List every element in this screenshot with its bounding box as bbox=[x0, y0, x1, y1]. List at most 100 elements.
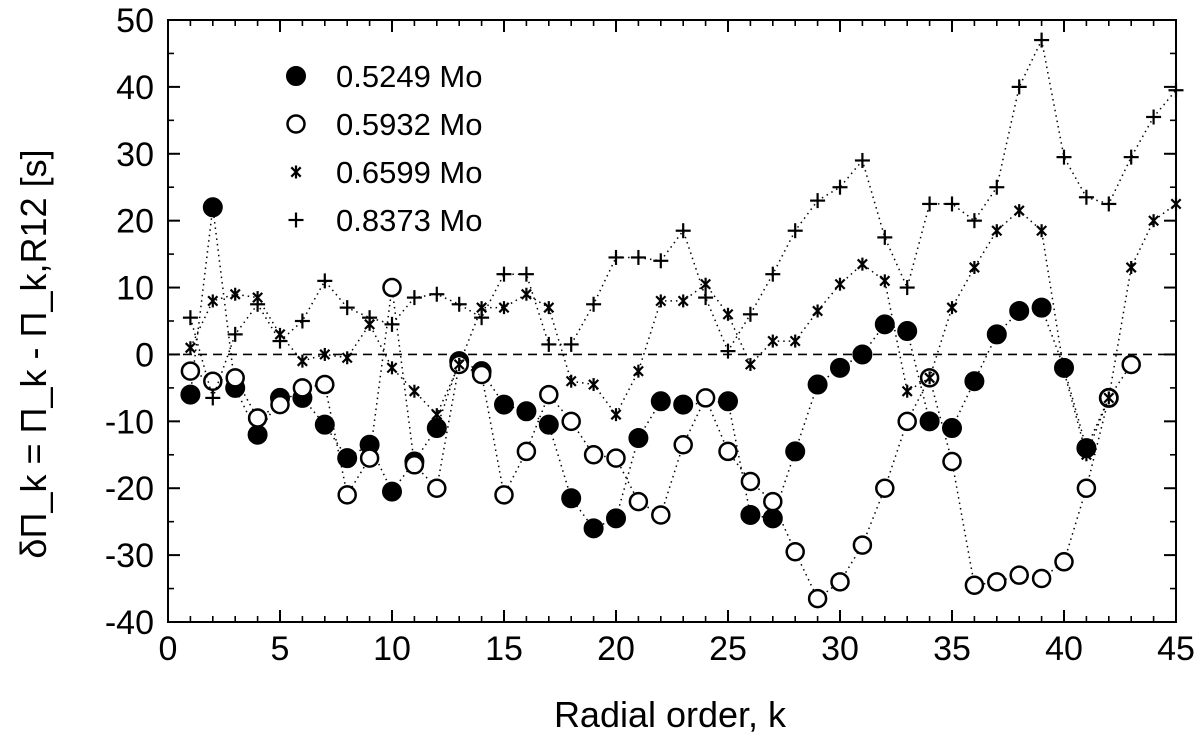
data-point bbox=[404, 455, 425, 475]
data-point bbox=[184, 341, 196, 355]
data-point bbox=[834, 277, 846, 291]
data-point bbox=[1123, 149, 1139, 165]
data-point bbox=[561, 411, 581, 432]
data-point bbox=[767, 334, 779, 348]
y-tick-label: -20 bbox=[105, 470, 154, 508]
data-point bbox=[406, 290, 422, 306]
data-point bbox=[655, 294, 667, 308]
data-point bbox=[1011, 79, 1027, 95]
data-point bbox=[787, 223, 803, 239]
data-point bbox=[1031, 568, 1052, 589]
data-point bbox=[1009, 565, 1029, 585]
data-point bbox=[964, 575, 985, 595]
data-point bbox=[968, 260, 980, 274]
data-point bbox=[586, 296, 602, 312]
data-point bbox=[964, 371, 985, 392]
legend-item: 0.6599 Mo bbox=[290, 155, 483, 190]
data-point bbox=[830, 357, 850, 378]
plot-frame bbox=[167, 19, 1177, 623]
data-point bbox=[854, 152, 870, 168]
data-point bbox=[1121, 354, 1141, 375]
data-point bbox=[1056, 149, 1072, 165]
data-point bbox=[315, 374, 335, 395]
data-point bbox=[494, 394, 514, 415]
y-tick-label: -10 bbox=[105, 403, 154, 441]
data-point bbox=[698, 290, 714, 306]
data-point bbox=[874, 314, 895, 335]
data-point bbox=[386, 361, 398, 375]
x-tick-label: 10 bbox=[373, 630, 411, 668]
legend-label: 0.5249 Mo bbox=[336, 59, 483, 94]
data-point bbox=[986, 324, 1007, 345]
data-point bbox=[897, 411, 917, 432]
data-point bbox=[205, 390, 221, 406]
data-point bbox=[543, 301, 555, 315]
data-point bbox=[272, 333, 288, 349]
y-tick-label: -40 bbox=[105, 604, 154, 642]
data-point bbox=[810, 193, 826, 209]
data-point bbox=[718, 391, 738, 412]
data-point bbox=[1013, 204, 1025, 218]
data-point bbox=[408, 384, 420, 398]
data-point bbox=[203, 371, 223, 391]
data-point bbox=[539, 384, 559, 405]
data-point bbox=[765, 266, 781, 282]
data-point bbox=[520, 287, 532, 301]
data-point bbox=[1148, 214, 1160, 228]
data-point bbox=[362, 310, 378, 326]
data-point bbox=[1103, 391, 1115, 405]
legend-label: 0.5932 Mo bbox=[336, 107, 483, 142]
x-tick-label: 35 bbox=[933, 630, 971, 668]
data-point bbox=[516, 441, 537, 462]
x-tick-label: 5 bbox=[271, 630, 290, 668]
data-point bbox=[989, 179, 1005, 195]
y-tick-label: 10 bbox=[116, 270, 154, 308]
x-tick-label: 30 bbox=[821, 630, 859, 668]
data-point bbox=[429, 286, 445, 302]
data-point bbox=[1058, 364, 1070, 378]
data-point bbox=[744, 357, 756, 371]
data-point bbox=[877, 229, 893, 245]
data-point bbox=[1054, 552, 1074, 572]
data-point bbox=[247, 424, 268, 445]
series-2 bbox=[180, 277, 1141, 609]
data-point bbox=[763, 491, 783, 512]
data-point bbox=[588, 378, 600, 392]
y-tick-label: 50 bbox=[116, 2, 154, 40]
data-point bbox=[296, 354, 308, 368]
legend-marker bbox=[286, 66, 306, 86]
data-point bbox=[922, 196, 938, 212]
y-tick-label: 20 bbox=[116, 203, 154, 241]
data-point bbox=[677, 294, 689, 308]
data-point bbox=[474, 310, 490, 326]
data-point bbox=[494, 485, 514, 505]
data-point bbox=[339, 300, 355, 316]
data-point bbox=[563, 336, 579, 352]
data-point bbox=[565, 374, 577, 388]
data-point bbox=[830, 572, 850, 592]
data-point bbox=[561, 488, 582, 509]
data-point bbox=[541, 336, 557, 352]
data-point bbox=[807, 588, 828, 609]
data-point bbox=[722, 307, 734, 321]
x-tick-label: 20 bbox=[597, 630, 635, 668]
legend: 0.5249 Mo 0.5932 Mo 0.6599 Mo 0.8373 Mo bbox=[286, 59, 483, 238]
data-point bbox=[742, 306, 758, 322]
data-point bbox=[630, 249, 646, 265]
data-point bbox=[384, 316, 400, 332]
legend-marker bbox=[290, 165, 302, 179]
legend-label: 0.8373 Mo bbox=[336, 203, 483, 238]
data-point bbox=[740, 471, 761, 492]
data-point bbox=[337, 448, 358, 469]
data-point bbox=[382, 277, 402, 298]
data-point bbox=[695, 388, 716, 408]
data-point bbox=[538, 414, 559, 435]
data-point bbox=[202, 197, 223, 218]
data-point bbox=[673, 434, 693, 455]
data-point bbox=[516, 401, 537, 422]
data-point bbox=[879, 274, 891, 288]
data-point bbox=[317, 273, 333, 289]
data-point bbox=[229, 287, 241, 301]
data-point bbox=[314, 414, 335, 435]
data-point bbox=[498, 301, 510, 315]
